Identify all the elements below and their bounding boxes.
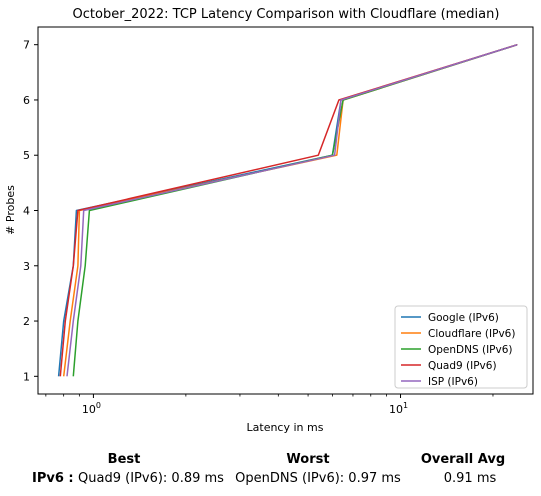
y-tick-label: 1 — [23, 370, 30, 383]
y-tick-label: 3 — [23, 260, 30, 273]
legend-label: OpenDNS (IPv6) — [428, 344, 513, 356]
y-tick-label: 4 — [23, 205, 30, 218]
y-tick-label: 5 — [23, 149, 30, 162]
chart-title: October_2022: TCP Latency Comparison wit… — [73, 7, 500, 22]
legend-label: Quad9 (IPv6) — [428, 360, 497, 372]
series-line — [59, 43, 518, 377]
y-axis-label: # Probes — [4, 185, 17, 235]
x-tick-label: 100 — [82, 401, 101, 416]
x-tick-label: 101 — [389, 401, 408, 416]
x-axis-label: Latency in ms — [247, 421, 324, 434]
legend-label: Cloudflare (IPv6) — [428, 328, 515, 340]
y-tick-label: 7 — [23, 39, 30, 52]
y-tick-label: 6 — [23, 94, 30, 107]
legend: Google (IPv6) Cloudflare (IPv6) OpenDNS (I… — [394, 305, 528, 389]
y-tick-label: 2 — [23, 315, 30, 328]
legend-box — [394, 305, 528, 389]
series-layer — [57, 43, 518, 377]
series-line — [66, 43, 518, 377]
legend-label: ISP (IPv6) — [428, 376, 478, 388]
legend-label: Google (IPv6) — [428, 312, 499, 324]
